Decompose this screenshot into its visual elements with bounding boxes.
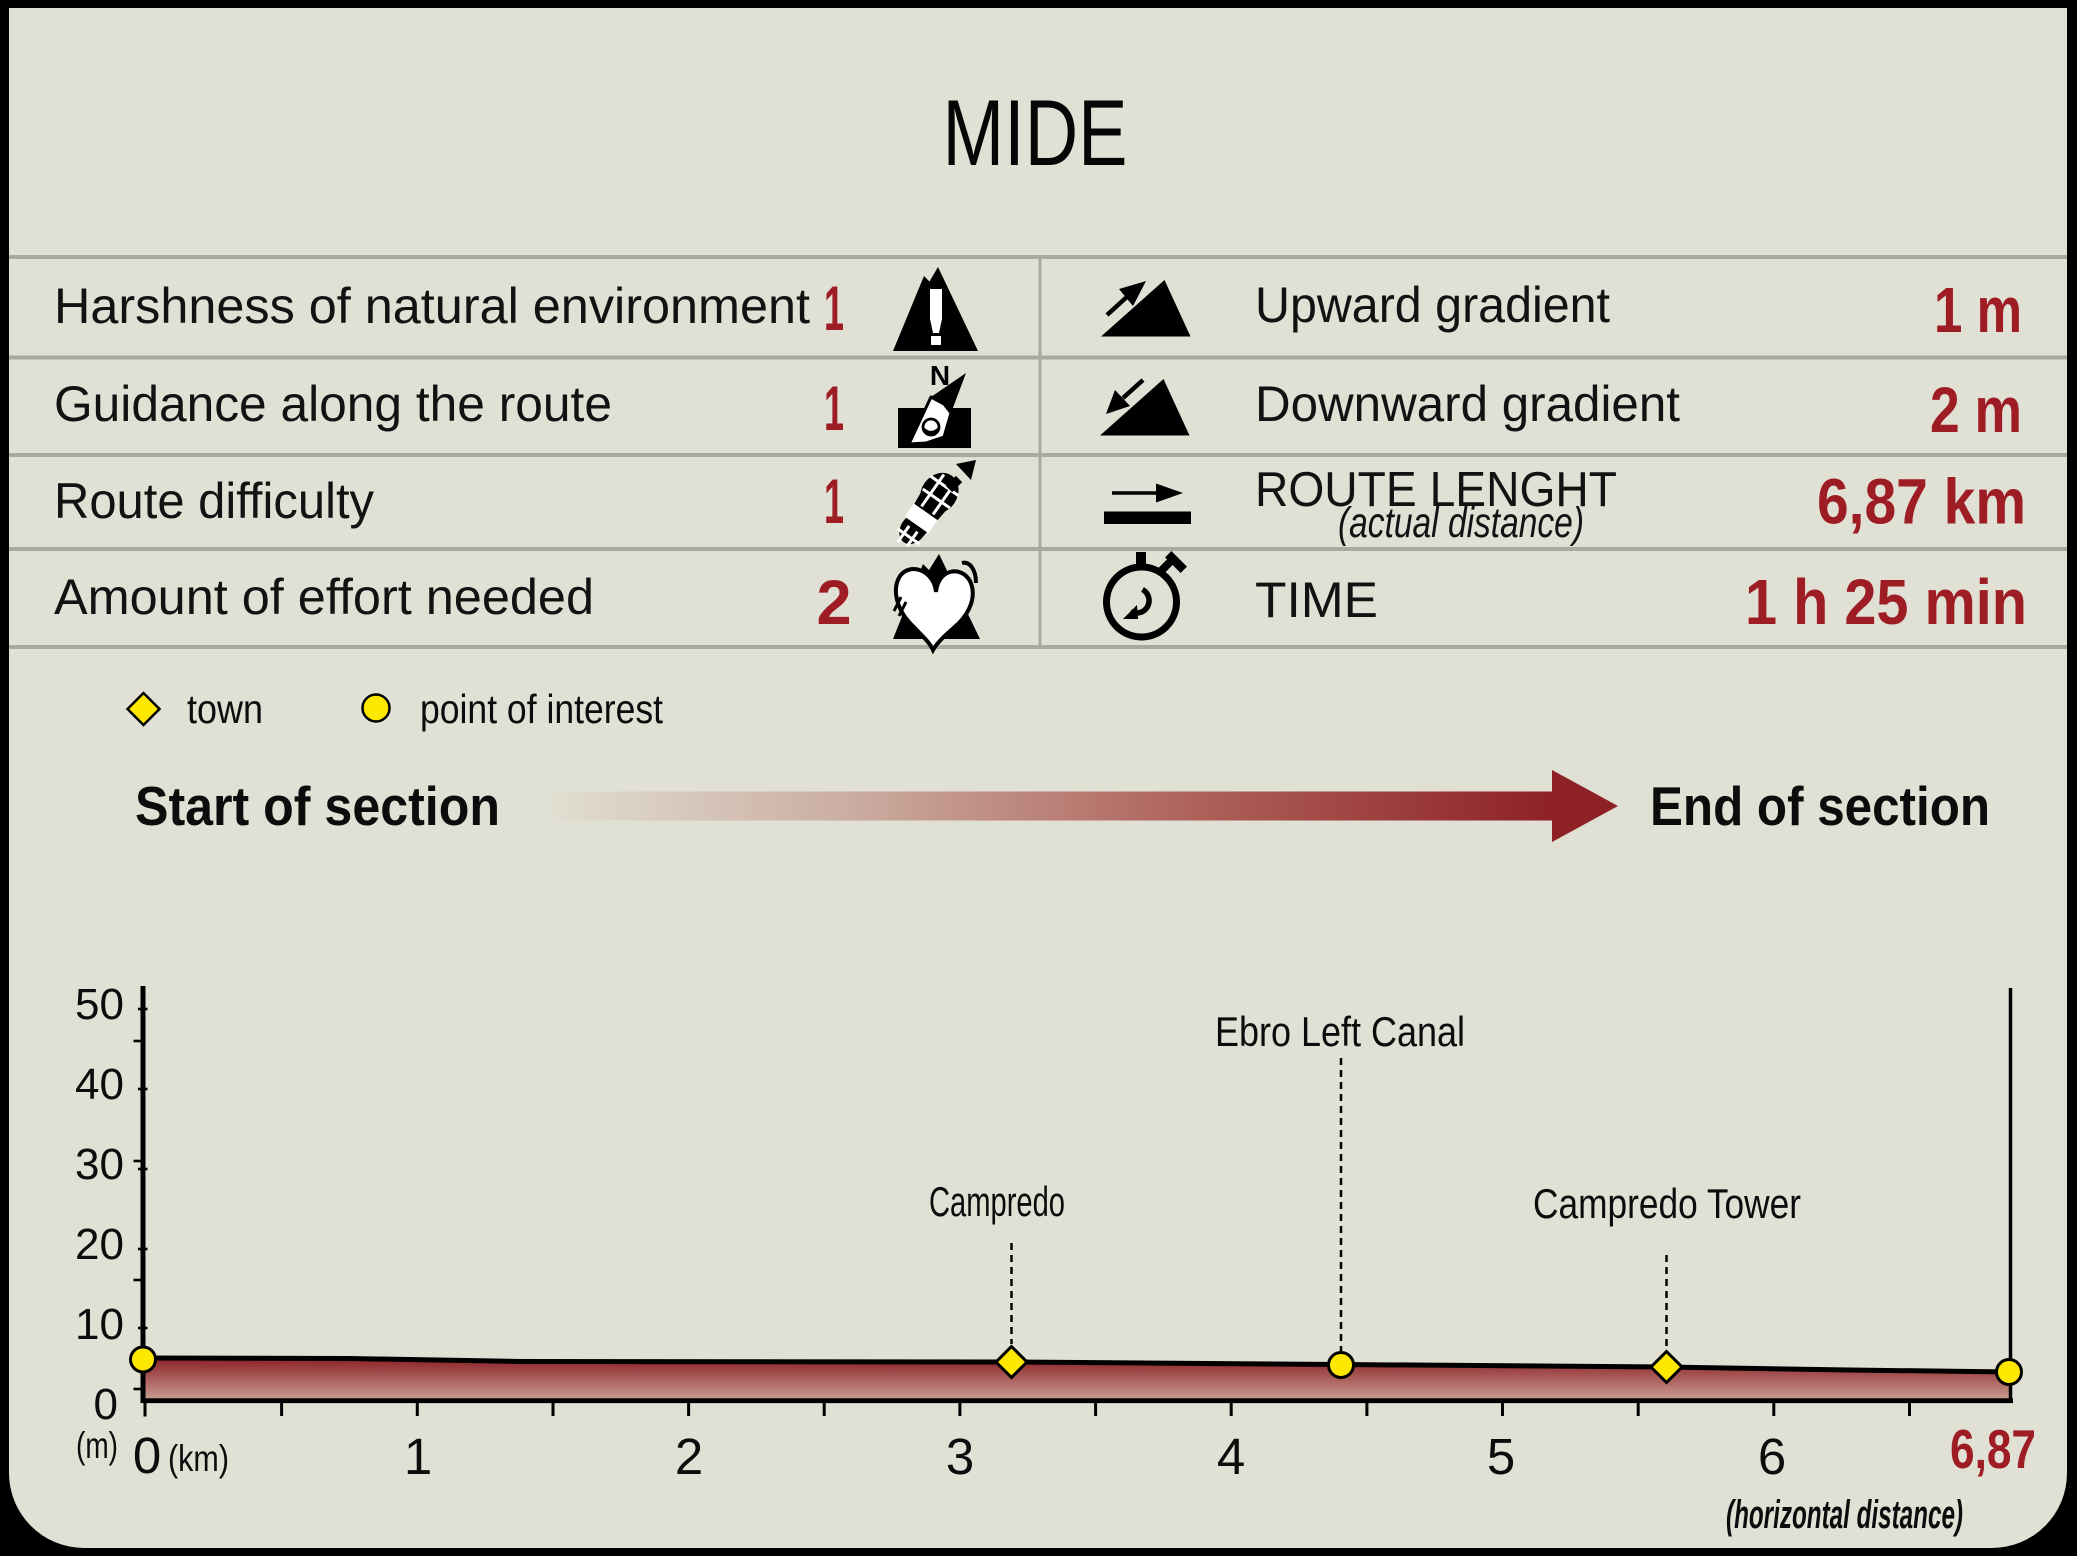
- svg-text:1 h 25 min: 1 h 25 min: [1745, 566, 2027, 638]
- svg-text:ROUTE LENGHT: ROUTE LENGHT: [1255, 463, 1617, 517]
- svg-text:1: 1: [404, 1428, 432, 1485]
- svg-text:40: 40: [75, 1060, 124, 1109]
- svg-text:Downward gradient: Downward gradient: [1255, 376, 1680, 432]
- svg-text:6,87 km: 6,87 km: [1817, 466, 2026, 538]
- svg-text:6: 6: [1758, 1428, 1786, 1485]
- svg-text:Campredo Tower: Campredo Tower: [1533, 1180, 1801, 1227]
- svg-text:Harshness of natural environme: Harshness of natural environment: [54, 278, 810, 334]
- svg-text:20: 20: [75, 1220, 124, 1269]
- svg-text:2 m: 2 m: [1930, 374, 2022, 446]
- svg-text:(km): (km): [168, 1438, 229, 1479]
- svg-text:Start of section: Start of section: [135, 775, 500, 837]
- svg-text:point of interest: point of interest: [420, 686, 664, 732]
- svg-text:3: 3: [946, 1428, 974, 1485]
- svg-text:50: 50: [75, 980, 124, 1029]
- svg-text:10: 10: [75, 1300, 124, 1349]
- svg-text:(horizontal distance): (horizontal distance): [1726, 1493, 1963, 1537]
- svg-text:(actual distance): (actual distance): [1338, 499, 1584, 547]
- svg-text:2: 2: [816, 568, 851, 638]
- svg-text:6,87: 6,87: [1950, 1418, 2036, 1480]
- svg-text:1 m: 1 m: [1934, 274, 2022, 346]
- svg-text:Guidance along the route: Guidance along the route: [54, 376, 612, 432]
- svg-text:30: 30: [75, 1140, 124, 1189]
- svg-text:2: 2: [675, 1428, 703, 1485]
- svg-text:End of section: End of section: [1650, 775, 1990, 837]
- svg-text:1: 1: [824, 467, 844, 537]
- svg-text:1: 1: [824, 274, 844, 344]
- svg-text:N: N: [930, 360, 950, 391]
- svg-text:MIDE: MIDE: [943, 80, 1128, 185]
- svg-text:Campredo: Campredo: [929, 1178, 1065, 1225]
- svg-text:5: 5: [1487, 1428, 1515, 1485]
- svg-text:1: 1: [824, 374, 844, 444]
- svg-text:0: 0: [94, 1380, 118, 1429]
- svg-text:(m): (m): [76, 1425, 118, 1466]
- svg-text:TIME: TIME: [1255, 572, 1378, 628]
- svg-text:4: 4: [1217, 1428, 1245, 1485]
- svg-text:0: 0: [133, 1427, 161, 1484]
- svg-text:Route difficulty: Route difficulty: [54, 473, 374, 529]
- svg-text:Upward gradient: Upward gradient: [1255, 277, 1610, 333]
- svg-text:Ebro Left Canal: Ebro Left Canal: [1215, 1008, 1465, 1055]
- svg-text:Amount of effort needed: Amount of effort needed: [54, 569, 594, 625]
- svg-text:town: town: [187, 686, 263, 732]
